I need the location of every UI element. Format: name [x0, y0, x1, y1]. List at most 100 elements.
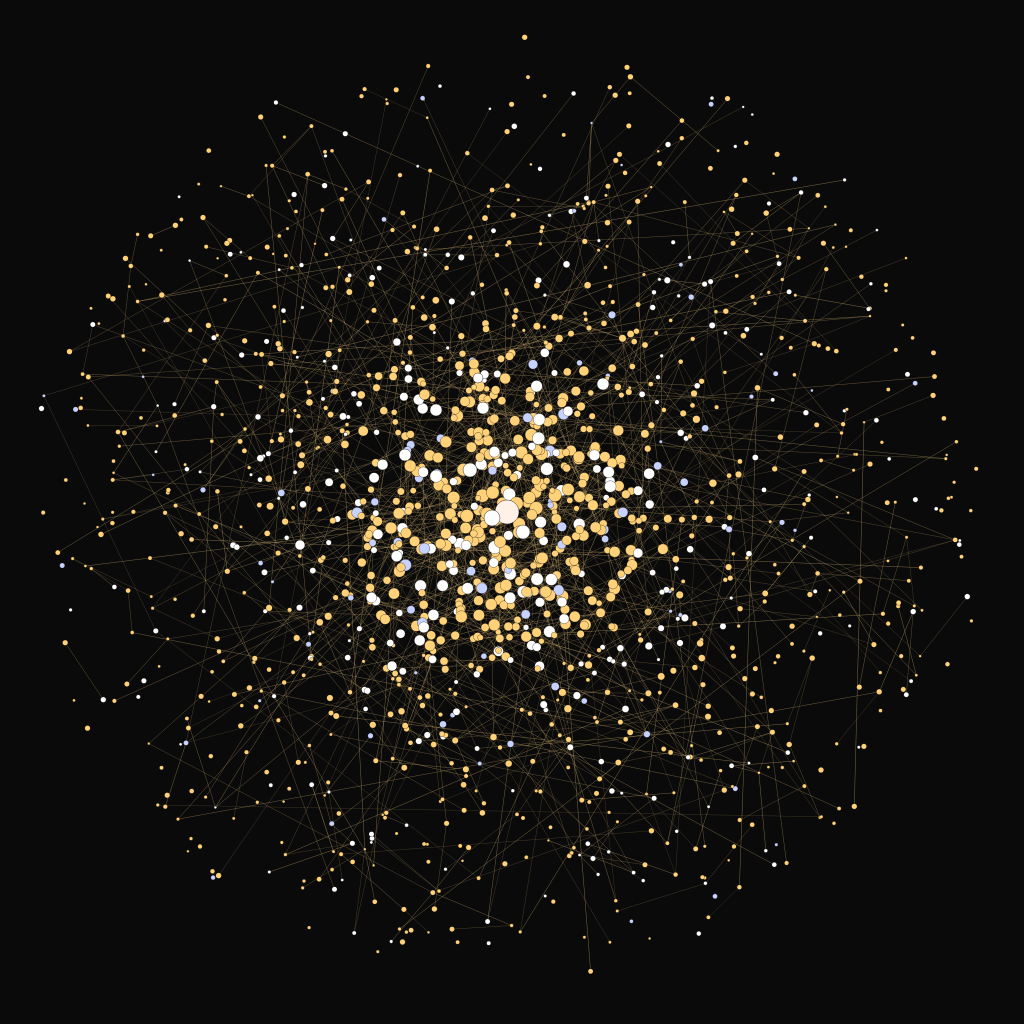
edge	[267, 533, 634, 873]
edge	[479, 285, 588, 387]
node-gold	[474, 432, 483, 441]
node-gold	[698, 378, 705, 385]
edge	[517, 439, 550, 632]
edge	[694, 623, 745, 679]
node-gold	[430, 741, 437, 748]
edge	[372, 519, 455, 544]
node-gold	[582, 935, 587, 939]
edge	[570, 747, 622, 794]
node-gold	[581, 238, 588, 245]
edge	[560, 250, 599, 318]
node-white	[308, 781, 315, 788]
edge	[576, 676, 662, 696]
edge	[788, 658, 813, 745]
node-gold	[439, 656, 449, 666]
edge	[646, 793, 696, 850]
node-gold	[307, 743, 312, 748]
node-gold	[488, 618, 501, 631]
edge	[326, 185, 508, 255]
edge	[617, 883, 706, 912]
edge	[730, 577, 816, 592]
edge	[794, 374, 842, 434]
edge	[680, 361, 811, 595]
node-white	[38, 405, 45, 412]
node-gold	[582, 311, 588, 316]
edge	[422, 611, 458, 624]
node-gold	[621, 489, 631, 499]
edge	[684, 202, 690, 258]
edge	[434, 823, 447, 910]
edge	[491, 657, 494, 738]
edge	[744, 180, 810, 229]
node-gold	[437, 355, 444, 363]
edge	[406, 659, 433, 729]
edge	[754, 263, 780, 304]
edge	[596, 468, 640, 521]
node-white	[649, 304, 656, 311]
node-gold	[605, 183, 611, 190]
node-gold	[618, 334, 627, 343]
edge	[449, 689, 478, 749]
edge	[506, 244, 917, 676]
node-gold	[589, 521, 602, 533]
node-gold	[775, 653, 781, 659]
edge	[731, 760, 794, 767]
edge	[471, 447, 488, 514]
node-gold	[454, 360, 465, 371]
edge	[453, 481, 478, 530]
node-white	[619, 791, 624, 795]
node-white	[857, 745, 861, 749]
edge	[578, 257, 690, 460]
node-gold	[512, 434, 524, 445]
node-gold	[543, 477, 551, 485]
edge	[695, 770, 721, 849]
node-gold	[275, 340, 282, 347]
node-white	[747, 761, 751, 765]
edge	[180, 539, 956, 745]
edge	[269, 843, 353, 873]
node-gold	[692, 415, 701, 424]
node-gold	[726, 514, 733, 521]
node-white	[910, 608, 917, 615]
node-gold	[543, 340, 549, 346]
node-gold	[667, 749, 674, 756]
node-gold	[784, 860, 789, 866]
node-white	[706, 805, 711, 809]
edge	[774, 468, 849, 513]
edge	[398, 432, 484, 467]
node-white	[532, 431, 545, 445]
node-gold	[379, 406, 388, 415]
node-gold	[215, 872, 222, 879]
node-lavender	[522, 412, 533, 423]
edge	[373, 517, 453, 540]
node-white	[719, 623, 727, 630]
node-gold	[511, 322, 516, 328]
node-gold	[117, 444, 122, 449]
node-white	[261, 569, 268, 576]
hub-node	[429, 403, 443, 417]
node-gold	[392, 317, 398, 324]
node-gold	[331, 388, 339, 395]
edge	[583, 535, 585, 626]
edge	[443, 568, 494, 622]
node-gold	[858, 274, 864, 280]
node-gold	[381, 813, 385, 817]
edge	[510, 659, 585, 702]
node-gold	[499, 372, 511, 385]
node-gold	[550, 313, 559, 321]
node-white	[571, 90, 577, 97]
edge	[543, 591, 565, 664]
node-gold	[644, 792, 649, 796]
node-gold	[575, 201, 580, 207]
node-gold	[861, 743, 867, 750]
node-gold	[365, 583, 375, 593]
edge	[244, 592, 452, 764]
node-gold	[323, 285, 329, 291]
node-gold	[918, 565, 924, 570]
node-gold	[401, 906, 407, 913]
node-gold	[281, 679, 287, 686]
edge	[312, 229, 437, 571]
node-gold	[265, 604, 273, 612]
node-gold	[506, 239, 512, 246]
edge	[279, 269, 553, 491]
